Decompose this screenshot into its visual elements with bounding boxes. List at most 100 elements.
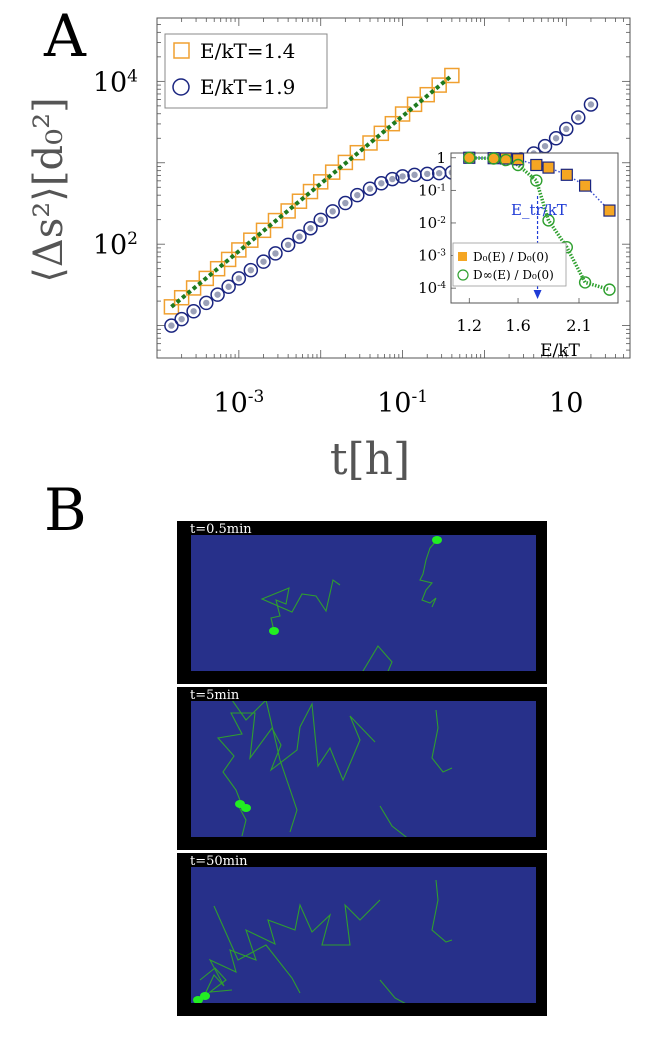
- data-point-circle: [559, 121, 574, 137]
- guide-line: [170, 73, 454, 309]
- data-point-square: [243, 232, 259, 248]
- data-point-circle: [243, 262, 259, 278]
- inset-point-circle: [487, 152, 500, 165]
- inset-point-circle: [542, 214, 555, 227]
- data-point-circle-fill: [424, 170, 431, 178]
- data-point-square: [431, 77, 447, 93]
- data-point-circle-fill: [168, 322, 175, 329]
- inset-legend-label-2: D∞(E) / D₀(0): [473, 268, 554, 282]
- inset-x-tick-label: 1.2: [457, 316, 482, 335]
- data-point-circle-fill: [342, 199, 349, 207]
- data-point-square: [373, 125, 390, 142]
- data-point-circle: [325, 204, 340, 219]
- data-point-circle-fill: [307, 225, 314, 232]
- inset-y-tick-label: 1: [436, 149, 446, 167]
- data-point-square: [384, 115, 401, 132]
- main-plot-frame: [156, 17, 631, 359]
- cell-marker: [200, 992, 210, 1000]
- data-point-square: [267, 212, 284, 229]
- inset-point-square: [542, 161, 555, 174]
- trajectory-path: [260, 579, 341, 632]
- inset-point-square: [530, 158, 543, 172]
- data-point-square: [362, 135, 378, 151]
- x-tick-label: 10-3: [213, 387, 264, 419]
- trajectory-frame: t=0.5min: [177, 521, 547, 684]
- data-point-circle-fill: [272, 250, 279, 257]
- cell-marker: [269, 627, 279, 635]
- data-point-circle-fill: [260, 258, 267, 265]
- data-point-circle: [231, 271, 247, 286]
- cell-marker: [241, 804, 251, 812]
- frame-field: [191, 535, 536, 671]
- data-point-square: [312, 174, 329, 190]
- data-point-circle: [268, 246, 283, 261]
- trajectory-path: [197, 899, 381, 1001]
- legend-label-series-1: E/kT=1.4: [200, 39, 295, 63]
- inset-x-axis-label: E/kT: [540, 341, 580, 361]
- data-point-circle: [256, 254, 271, 269]
- trajectory-frame: t=50min: [177, 853, 547, 1016]
- inset-legend-marker-circle: [457, 269, 469, 281]
- data-point-circle-fill: [317, 216, 324, 224]
- data-point-square: [337, 154, 354, 171]
- data-point-circle-fill: [203, 299, 210, 307]
- legend-marker-square: [173, 42, 190, 59]
- data-point-square: [419, 86, 435, 103]
- data-point-circle-fill: [284, 241, 292, 249]
- inset-point-circle: [603, 283, 616, 296]
- frame-field: [191, 701, 536, 837]
- data-point-circle-fill: [214, 291, 221, 298]
- data-point-square: [163, 299, 180, 315]
- x-tick-label: 10: [549, 388, 583, 419]
- inset-legend: D₀(E) / D₀(0) D∞(E) / D₀(0): [452, 242, 567, 287]
- inset-plot: 1 10-1 10-2 10-3 10-4 1.2 1.6 2.1: [418, 149, 616, 335]
- trajectory-path: [419, 539, 438, 608]
- inset-y-tick-label: 10-4: [418, 279, 446, 297]
- data-point-circle-fill: [247, 266, 255, 274]
- data-point-square: [173, 289, 190, 306]
- inset-point-circle: [530, 174, 543, 187]
- data-point-circle-fill: [389, 175, 396, 183]
- data-point-circle: [292, 229, 307, 244]
- data-point-circle: [186, 304, 201, 319]
- data-point-circle: [385, 171, 400, 187]
- panel-a-letter: A: [43, 2, 87, 70]
- data-point-circle: [571, 110, 586, 125]
- inset-legend-marker-square: [458, 252, 467, 261]
- data-point-circle-fill: [296, 233, 303, 240]
- data-point-circle-fill: [399, 173, 406, 180]
- inset-annotation-arrow-head: [533, 290, 542, 299]
- inset-x-tick-label: 2.1: [566, 316, 591, 335]
- x-axis-label: t[h]: [330, 434, 410, 485]
- data-point-circle-fill: [575, 114, 582, 121]
- data-point-circle: [362, 181, 378, 196]
- inset-point-circle: [511, 158, 525, 172]
- data-point-circle-fill: [329, 208, 336, 215]
- trajectory-path: [431, 709, 453, 773]
- data-point-circle-fill: [190, 308, 197, 315]
- data-point-circle: [395, 169, 410, 184]
- panel-b-letter: B: [44, 476, 87, 544]
- data-point-circle: [164, 318, 179, 333]
- trajectory-paths: [193, 879, 453, 1003]
- data-point-circle-fill: [225, 283, 232, 290]
- data-point-square: [198, 270, 215, 287]
- y-axis-label: ⟨Δs²⟩[d₀²]: [26, 97, 72, 283]
- data-point-circle: [338, 195, 353, 211]
- trajectory-path: [199, 967, 233, 993]
- trajectory-path: [379, 805, 408, 837]
- data-point-circle: [583, 97, 599, 112]
- y-tick-label: 104: [93, 66, 138, 98]
- trajectory-paths: [216, 701, 453, 837]
- data-point-circle: [210, 287, 225, 302]
- data-point-square: [209, 260, 226, 277]
- data-point-circle-fill: [435, 169, 443, 177]
- data-point-square: [394, 106, 411, 122]
- trajectory-path: [237, 804, 247, 837]
- trajectory-paths: [260, 536, 442, 671]
- trajectory-path: [216, 702, 376, 809]
- data-point-circle: [419, 166, 435, 182]
- data-point-circle: [174, 311, 189, 327]
- trajectory-path: [362, 645, 393, 671]
